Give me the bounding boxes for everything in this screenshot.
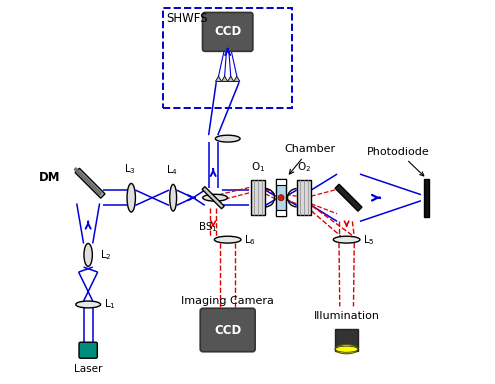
Text: Chamber: Chamber xyxy=(284,144,335,174)
Ellipse shape xyxy=(215,135,240,142)
Polygon shape xyxy=(74,167,101,195)
Polygon shape xyxy=(202,187,224,209)
Polygon shape xyxy=(222,76,228,81)
Polygon shape xyxy=(228,76,234,81)
Polygon shape xyxy=(335,184,362,211)
Text: BS$_1$: BS$_1$ xyxy=(198,220,217,233)
Text: L$_1$: L$_1$ xyxy=(104,298,116,311)
FancyBboxPatch shape xyxy=(424,179,429,217)
Text: O$_1$: O$_1$ xyxy=(251,160,265,174)
Text: L$_4$: L$_4$ xyxy=(166,163,178,177)
Ellipse shape xyxy=(214,236,241,243)
Ellipse shape xyxy=(76,301,100,308)
Ellipse shape xyxy=(335,345,358,354)
FancyBboxPatch shape xyxy=(276,179,286,185)
Polygon shape xyxy=(234,76,240,81)
Polygon shape xyxy=(75,168,105,198)
FancyBboxPatch shape xyxy=(335,329,358,351)
Text: L$_2$: L$_2$ xyxy=(99,248,111,262)
FancyBboxPatch shape xyxy=(200,308,255,352)
FancyBboxPatch shape xyxy=(79,342,98,358)
Text: L$_5$: L$_5$ xyxy=(363,233,374,247)
Text: O$_2$: O$_2$ xyxy=(297,160,311,174)
Text: Imaging Camera: Imaging Camera xyxy=(181,296,274,306)
FancyBboxPatch shape xyxy=(276,179,286,217)
Text: CCD: CCD xyxy=(214,25,241,38)
Ellipse shape xyxy=(203,194,228,201)
Text: L$_6$: L$_6$ xyxy=(244,233,256,247)
Text: Laser: Laser xyxy=(74,364,102,374)
Text: CCD: CCD xyxy=(214,323,241,336)
Text: DM: DM xyxy=(39,171,61,184)
FancyBboxPatch shape xyxy=(202,12,253,51)
Text: SHWFS: SHWFS xyxy=(167,12,208,25)
Ellipse shape xyxy=(84,243,93,266)
FancyBboxPatch shape xyxy=(276,210,286,217)
Circle shape xyxy=(278,195,284,201)
Ellipse shape xyxy=(127,184,136,212)
Text: L$_3$: L$_3$ xyxy=(124,162,137,175)
Ellipse shape xyxy=(333,236,360,243)
Text: Photodiode: Photodiode xyxy=(367,147,430,176)
Polygon shape xyxy=(215,76,222,81)
FancyBboxPatch shape xyxy=(251,180,265,215)
FancyBboxPatch shape xyxy=(297,180,311,215)
Text: Illumination: Illumination xyxy=(314,311,380,321)
Ellipse shape xyxy=(170,184,177,211)
